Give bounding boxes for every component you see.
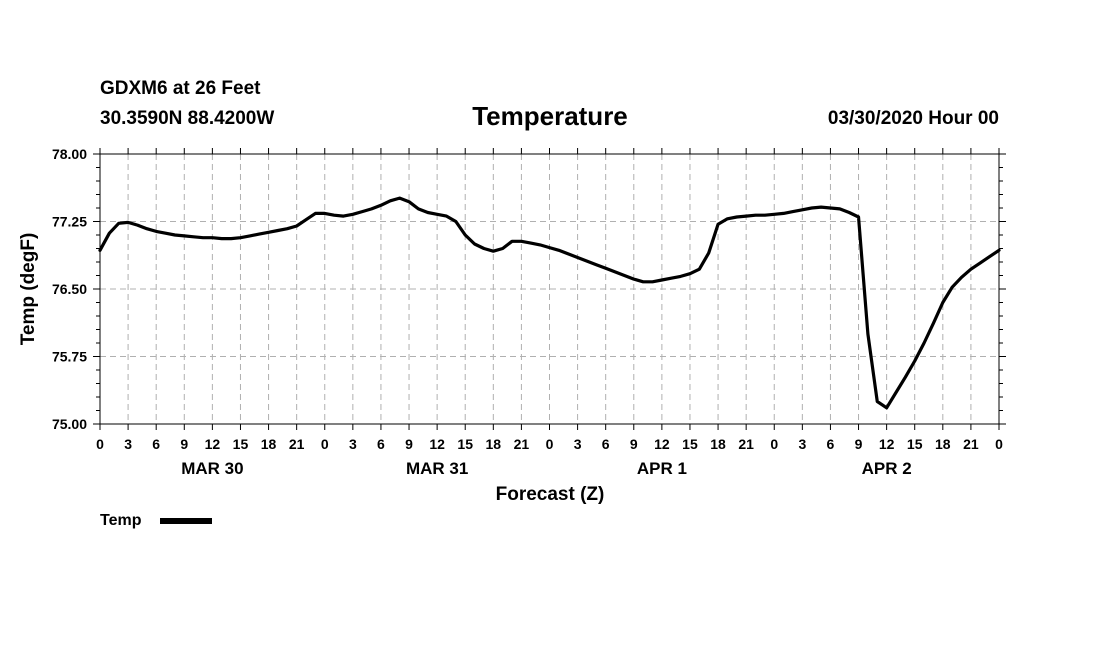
x-tick-labels: 0 3 6 9 12 15 18 21 0 3 6 9 12 15 18 21 0 3 6 9 12 15 18 21 0 3 6 9… (96, 436, 1003, 452)
y-tick-label: 77.25 (52, 214, 87, 230)
day-label: MAR 31 (406, 459, 468, 478)
day-label: MAR 30 (181, 459, 243, 478)
x-tick-label: 0 (546, 436, 554, 452)
day-label: APR 2 (862, 459, 912, 478)
x-tick-label: 3 (349, 436, 357, 452)
x-tick-label: 12 (879, 436, 895, 452)
x-tick-label: 21 (514, 436, 530, 452)
y-tick-labels: 75.00 75.75 76.50 77.25 78.00 (52, 146, 87, 432)
x-tick-label: 0 (321, 436, 329, 452)
x-tick-label: 12 (654, 436, 670, 452)
station-label: GDXM6 at 26 Feet (100, 78, 261, 99)
day-labels: MAR 30 MAR 31 APR 1 APR 2 (181, 459, 911, 478)
x-tick-label: 9 (630, 436, 638, 452)
x-tick-label: 15 (233, 436, 249, 452)
x-tick-label: 15 (907, 436, 923, 452)
x-tick-label: 6 (152, 436, 160, 452)
y-tick-label: 76.50 (52, 281, 87, 297)
x-tick-label: 18 (935, 436, 951, 452)
y-axis-label: Temp (degF) (18, 233, 39, 346)
x-tick-label: 21 (289, 436, 305, 452)
x-tick-label: 0 (995, 436, 1003, 452)
y-tick-label: 75.00 (52, 416, 87, 432)
x-tick-label: 3 (574, 436, 582, 452)
x-tick-label: 21 (738, 436, 754, 452)
x-axis-label: Forecast (Z) (496, 484, 605, 505)
plot-frame (99, 153, 1000, 425)
x-tick-label: 3 (798, 436, 806, 452)
x-tick-label: 18 (710, 436, 726, 452)
x-tick-label: 15 (682, 436, 698, 452)
y-tick-label: 75.75 (52, 349, 87, 365)
location-label: 30.3590N 88.4200W (100, 108, 274, 129)
x-tick-label: 6 (827, 436, 835, 452)
x-tick-label: 9 (855, 436, 863, 452)
x-tick-label: 18 (486, 436, 502, 452)
x-tick-label: 3 (124, 436, 132, 452)
x-tick-label: 0 (96, 436, 104, 452)
x-tick-label: 12 (205, 436, 221, 452)
temp-series-line (98, 196, 1001, 410)
grid-lines (100, 154, 999, 424)
x-tick-label: 18 (261, 436, 277, 452)
x-tick-label: 15 (457, 436, 473, 452)
legend-label: Temp (100, 512, 142, 529)
x-tick-label: 0 (770, 436, 778, 452)
x-tick-label: 6 (377, 436, 385, 452)
y-tick-label: 78.00 (52, 146, 87, 162)
x-tick-label: 9 (180, 436, 188, 452)
chart-title: Temperature (472, 101, 628, 131)
x-tick-label: 12 (429, 436, 445, 452)
run-label: 03/30/2020 Hour 00 (828, 108, 999, 129)
x-tick-label: 21 (963, 436, 979, 452)
axis-ticks (93, 148, 1006, 430)
x-tick-label: 6 (602, 436, 610, 452)
x-tick-label: 9 (405, 436, 413, 452)
day-label: APR 1 (637, 459, 687, 478)
